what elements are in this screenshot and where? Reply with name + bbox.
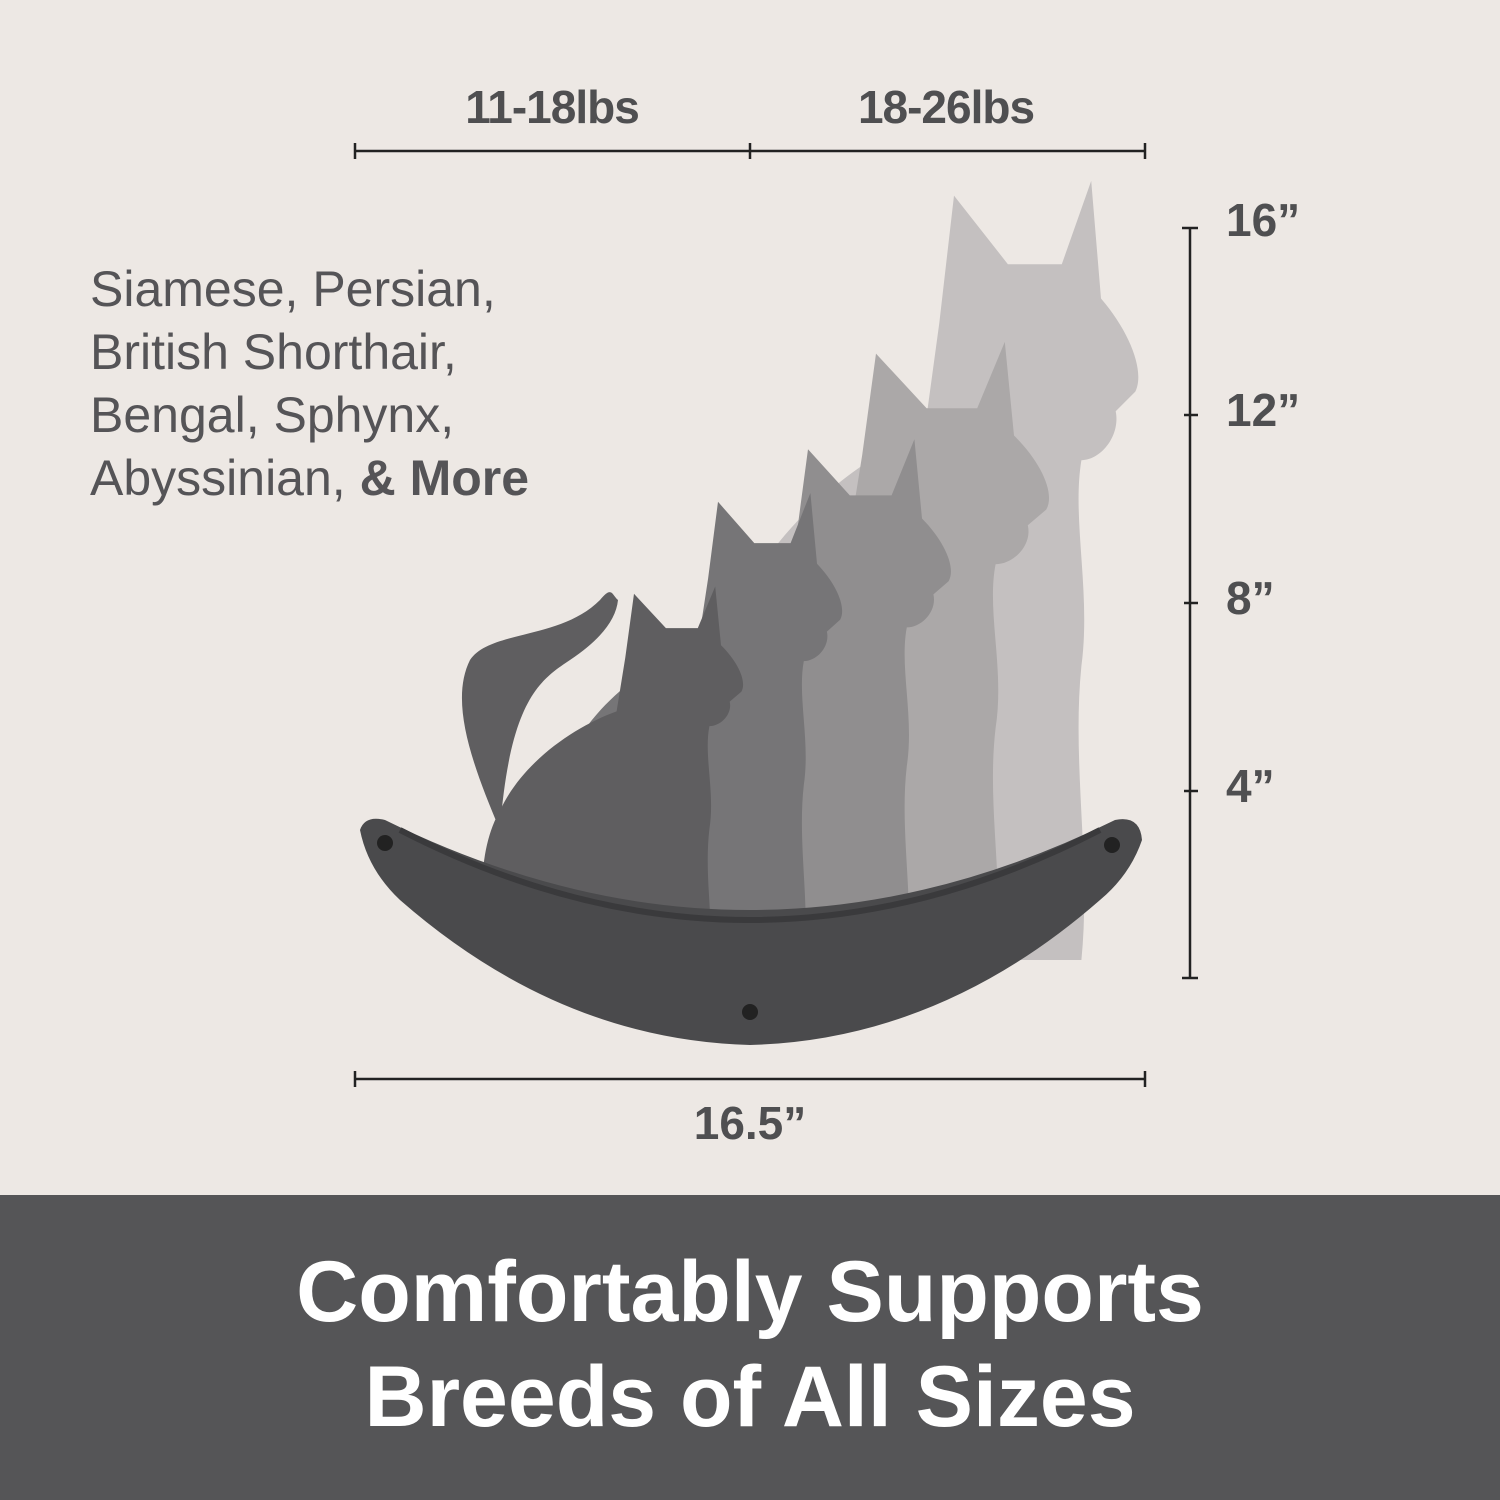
breed-line: British Shorthair, bbox=[90, 324, 457, 380]
headline: Comfortably Supports Breeds of All Sizes bbox=[0, 1240, 1500, 1450]
breed-line: Siamese, Persian, bbox=[90, 261, 496, 317]
weight-range-large: 18-26lbs bbox=[857, 81, 1035, 133]
breed-list: Siamese, Persian, British Shorthair, Ben… bbox=[90, 258, 529, 510]
headline-line-2: Breeds of All Sizes bbox=[364, 1349, 1136, 1445]
felt-perch bbox=[360, 818, 1142, 1045]
dimension-lines bbox=[353, 143, 1198, 1087]
breed-emphasis: & More bbox=[359, 450, 530, 506]
screw-icon bbox=[1104, 837, 1120, 853]
cat-silhouette-xs bbox=[461, 586, 744, 976]
breed-line: Bengal, Sphynx, bbox=[90, 387, 455, 443]
height-label-4: 4” bbox=[1226, 760, 1275, 812]
width-label: 16.5” bbox=[693, 1097, 807, 1149]
height-label-16: 16” bbox=[1226, 194, 1301, 246]
screw-icon bbox=[742, 1004, 758, 1020]
breed-line: Abyssinian, & More bbox=[90, 447, 529, 510]
weight-range-small: 11-18lbs bbox=[465, 81, 640, 133]
breed-line-text: Abyssinian, bbox=[90, 450, 360, 506]
headline-band bbox=[0, 1195, 1500, 1500]
height-label-12: 12” bbox=[1226, 384, 1301, 436]
screw-icon bbox=[377, 835, 393, 851]
height-label-8: 8” bbox=[1226, 572, 1275, 624]
headline-line-1: Comfortably Supports bbox=[296, 1244, 1204, 1340]
